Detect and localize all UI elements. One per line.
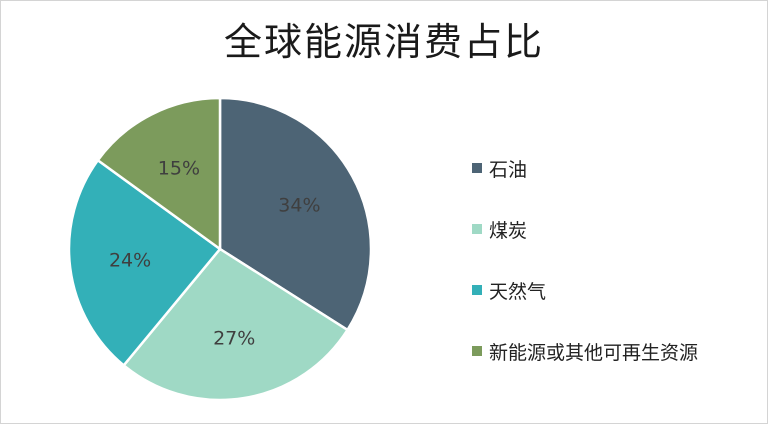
legend-swatch (472, 224, 482, 234)
legend-swatch (472, 285, 482, 295)
legend-label: 石油 (489, 158, 528, 181)
pie-slice (67, 158, 222, 367)
legend-label: 新能源或其他可再生资源 (489, 341, 699, 364)
legend-item: 天然气 (472, 272, 698, 308)
legend-label: 天然气 (489, 280, 547, 303)
chart-title: 全球能源消费占比 (223, 20, 544, 64)
legend-item: 新能源或其他可再生资源 (472, 333, 698, 369)
pie-slice (96, 96, 222, 251)
slice-percent-label: 34% (278, 194, 320, 216)
slice-percent-label: 15% (158, 157, 200, 179)
legend: 石油 煤炭 天然气 新能源或其他可再生资源 (472, 150, 698, 394)
slice-percent-label: 24% (109, 249, 151, 271)
legend-swatch (472, 346, 482, 356)
pie-slice (122, 247, 349, 402)
legend-swatch (472, 163, 482, 173)
legend-item: 煤炭 (472, 211, 698, 247)
slice-percent-label: 27% (213, 328, 255, 350)
legend-label: 煤炭 (489, 219, 528, 242)
legend-item: 石油 (472, 150, 698, 186)
